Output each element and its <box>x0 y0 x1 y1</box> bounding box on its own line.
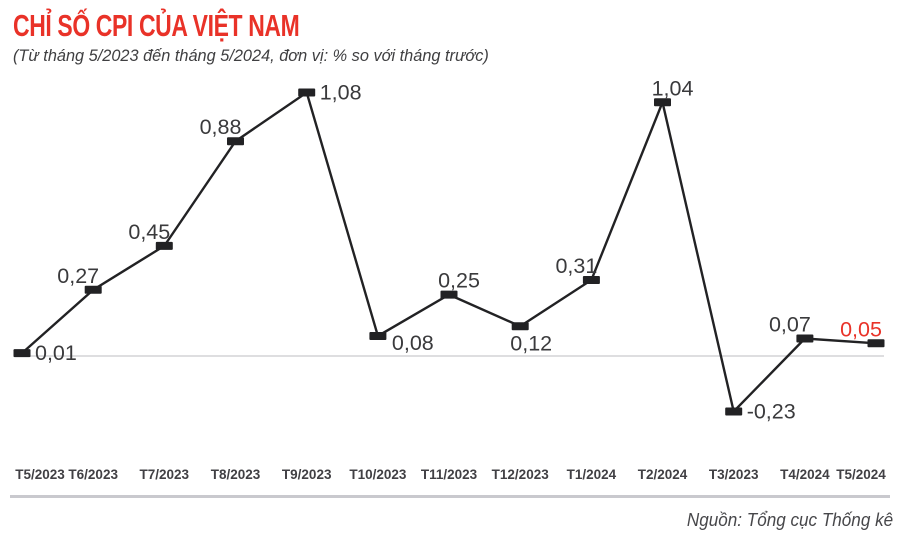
x-axis-label: T1/2024 <box>567 467 617 482</box>
data-point-marker <box>582 276 600 284</box>
value-label: 0,07 <box>769 313 811 337</box>
source-credit: Nguồn: Tổng cục Thống kê <box>686 510 893 530</box>
x-axis-label: T6/2023 <box>68 467 118 482</box>
x-axis-label: T3/2023 <box>709 467 759 482</box>
data-point-marker <box>725 407 743 416</box>
data-point-marker <box>654 98 671 107</box>
x-axis-label: T2/2024 <box>638 467 688 482</box>
x-axis-label: T4/2024 <box>780 467 830 482</box>
data-point-marker <box>155 241 173 250</box>
value-label: 0,08 <box>392 331 434 355</box>
data-point-marker <box>84 285 102 294</box>
value-label: 0,05 <box>840 317 882 341</box>
value-label: 0,45 <box>128 220 170 244</box>
data-point-marker <box>511 322 529 331</box>
chart-subtitle: (Từ tháng 5/2023 đến tháng 5/2024, đơn v… <box>13 46 489 66</box>
value-label: 0,12 <box>510 331 552 355</box>
value-label: 1,08 <box>320 81 362 105</box>
data-point-marker <box>227 137 244 146</box>
value-label: 0,88 <box>200 115 242 139</box>
x-axis-label: T7/2023 <box>140 467 190 482</box>
value-label: 0,25 <box>438 269 480 293</box>
x-axis-label: T11/2023 <box>421 467 478 482</box>
chart-title: CHỈ SỐ CPI CỦA VIỆT NAM <box>13 8 300 43</box>
chart-header: CHỈ SỐ CPI CỦA VIỆT NAM (Từ tháng 5/2023… <box>13 8 509 66</box>
x-axis-label: T5/2024 <box>836 467 886 482</box>
value-label: 1,04 <box>652 76 694 100</box>
x-axis-label: T10/2023 <box>349 467 407 482</box>
x-axis-label: T8/2023 <box>211 467 261 482</box>
cpi-line <box>21 90 877 414</box>
value-label: -0,23 <box>747 400 796 424</box>
data-point-marker <box>440 290 458 299</box>
data-point-marker <box>13 349 31 358</box>
value-label: 0,27 <box>57 264 99 288</box>
x-axis-label: T9/2023 <box>282 467 332 482</box>
value-label: 0,01 <box>35 341 77 365</box>
data-point-marker <box>298 88 316 97</box>
x-axis-label: T12/2023 <box>492 467 550 482</box>
value-label: 0,31 <box>555 254 597 278</box>
data-point-marker <box>867 339 885 348</box>
x-axis-label: T5/2023 <box>15 467 65 482</box>
data-point-marker <box>796 334 814 343</box>
data-point-marker <box>369 332 387 340</box>
